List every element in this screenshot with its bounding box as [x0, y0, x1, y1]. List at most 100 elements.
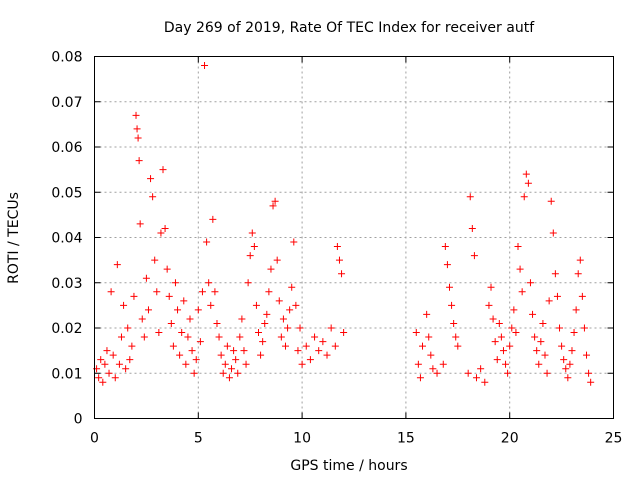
data-point-marker — [520, 193, 528, 201]
x-tick-labels: 0 5 10 15 20 25 — [90, 431, 622, 447]
data-point-marker — [267, 265, 275, 273]
data-point-marker — [541, 351, 549, 359]
data-point-marker — [174, 306, 182, 314]
data-point-marker — [338, 270, 346, 278]
data-point-marker — [539, 319, 547, 327]
data-point-marker — [284, 324, 292, 332]
data-point-marker — [255, 329, 263, 337]
data-point-marker — [250, 243, 258, 251]
data-point-marker — [423, 310, 431, 318]
data-point-marker — [188, 347, 196, 355]
y-axis-label: ROTI / TECUs — [6, 192, 22, 284]
data-point-marker — [246, 252, 254, 260]
data-point-marker — [228, 365, 236, 373]
data-point-marker — [556, 324, 564, 332]
data-point-marker — [95, 374, 103, 382]
data-point-marker — [101, 360, 109, 368]
data-point-marker — [568, 347, 576, 355]
data-point-marker — [564, 374, 572, 382]
data-point-marker — [142, 274, 150, 282]
data-point-marker — [448, 301, 456, 309]
data-point-marker — [572, 306, 580, 314]
data-point-marker — [252, 301, 260, 309]
data-point-marker — [132, 111, 140, 119]
y-tick-label: 0.03 — [51, 276, 82, 292]
data-point-marker — [450, 319, 458, 327]
data-point-marker — [306, 356, 314, 364]
data-point-marker — [333, 243, 341, 251]
data-point-marker — [134, 134, 142, 142]
data-point-marker — [452, 333, 460, 341]
x-tick-label: 20 — [501, 431, 519, 447]
data-point-marker — [553, 292, 561, 300]
data-point-marker — [161, 224, 169, 232]
data-point-marker — [201, 62, 209, 70]
data-point-marker — [124, 324, 132, 332]
data-points — [93, 62, 595, 386]
data-point-marker — [560, 356, 568, 364]
data-point-marker — [302, 342, 310, 350]
data-point-marker — [543, 369, 551, 377]
data-point-marker — [524, 179, 532, 187]
data-point-marker — [491, 338, 499, 346]
data-point-marker — [439, 360, 447, 368]
data-point-marker — [130, 292, 138, 300]
data-point-marker — [578, 292, 586, 300]
data-point-marker — [294, 347, 302, 355]
data-point-marker — [535, 360, 543, 368]
data-point-marker — [196, 338, 204, 346]
data-point-marker — [180, 297, 188, 305]
x-tick-label: 10 — [293, 431, 311, 447]
data-point-marker — [319, 338, 327, 346]
data-point-marker — [570, 329, 578, 337]
data-point-marker — [477, 365, 485, 373]
data-point-marker — [522, 170, 530, 178]
data-point-marker — [495, 319, 503, 327]
data-point-marker — [416, 374, 424, 382]
data-point-marker — [433, 369, 441, 377]
data-point-marker — [157, 229, 165, 237]
data-point-marker — [288, 283, 296, 291]
x-axis-label: GPS time / hours — [290, 458, 407, 474]
data-point-marker — [445, 283, 453, 291]
data-point-marker — [194, 306, 202, 314]
data-point-marker — [265, 288, 273, 296]
data-point-marker — [242, 360, 250, 368]
data-point-marker — [562, 365, 570, 373]
data-point-marker — [153, 288, 161, 296]
data-point-marker — [178, 329, 186, 337]
x-tick-label: 0 — [90, 431, 99, 447]
y-tick-label: 0 — [74, 412, 83, 428]
data-point-marker — [244, 279, 252, 287]
data-point-marker — [296, 324, 304, 332]
data-point-marker — [223, 342, 231, 350]
data-point-marker — [585, 369, 593, 377]
data-point-marker — [126, 356, 134, 364]
data-point-marker — [205, 279, 213, 287]
data-point-marker — [273, 256, 281, 264]
data-point-marker — [182, 360, 190, 368]
data-point-marker — [506, 342, 514, 350]
data-point-marker — [429, 365, 437, 373]
data-point-marker — [279, 315, 287, 323]
data-point-marker — [441, 243, 449, 251]
data-point-marker — [144, 306, 152, 314]
data-point-marker — [163, 265, 171, 273]
data-point-marker — [327, 324, 335, 332]
data-point-marker — [277, 333, 285, 341]
y-tick-label: 0.04 — [51, 231, 82, 247]
data-point-marker — [281, 342, 289, 350]
data-point-marker — [232, 356, 240, 364]
chart-title: Day 269 of 2019, Rate Of TEC Index for r… — [164, 20, 535, 36]
data-point-marker — [526, 279, 534, 287]
data-point-marker — [489, 315, 497, 323]
data-point-marker — [292, 301, 300, 309]
data-point-marker — [117, 333, 125, 341]
data-point-marker — [512, 329, 520, 337]
data-point-marker — [230, 347, 238, 355]
y-tick-label: 0.07 — [51, 95, 82, 111]
data-point-marker — [107, 288, 115, 296]
y-tick-label: 0.08 — [51, 50, 82, 66]
data-point-marker — [335, 256, 343, 264]
